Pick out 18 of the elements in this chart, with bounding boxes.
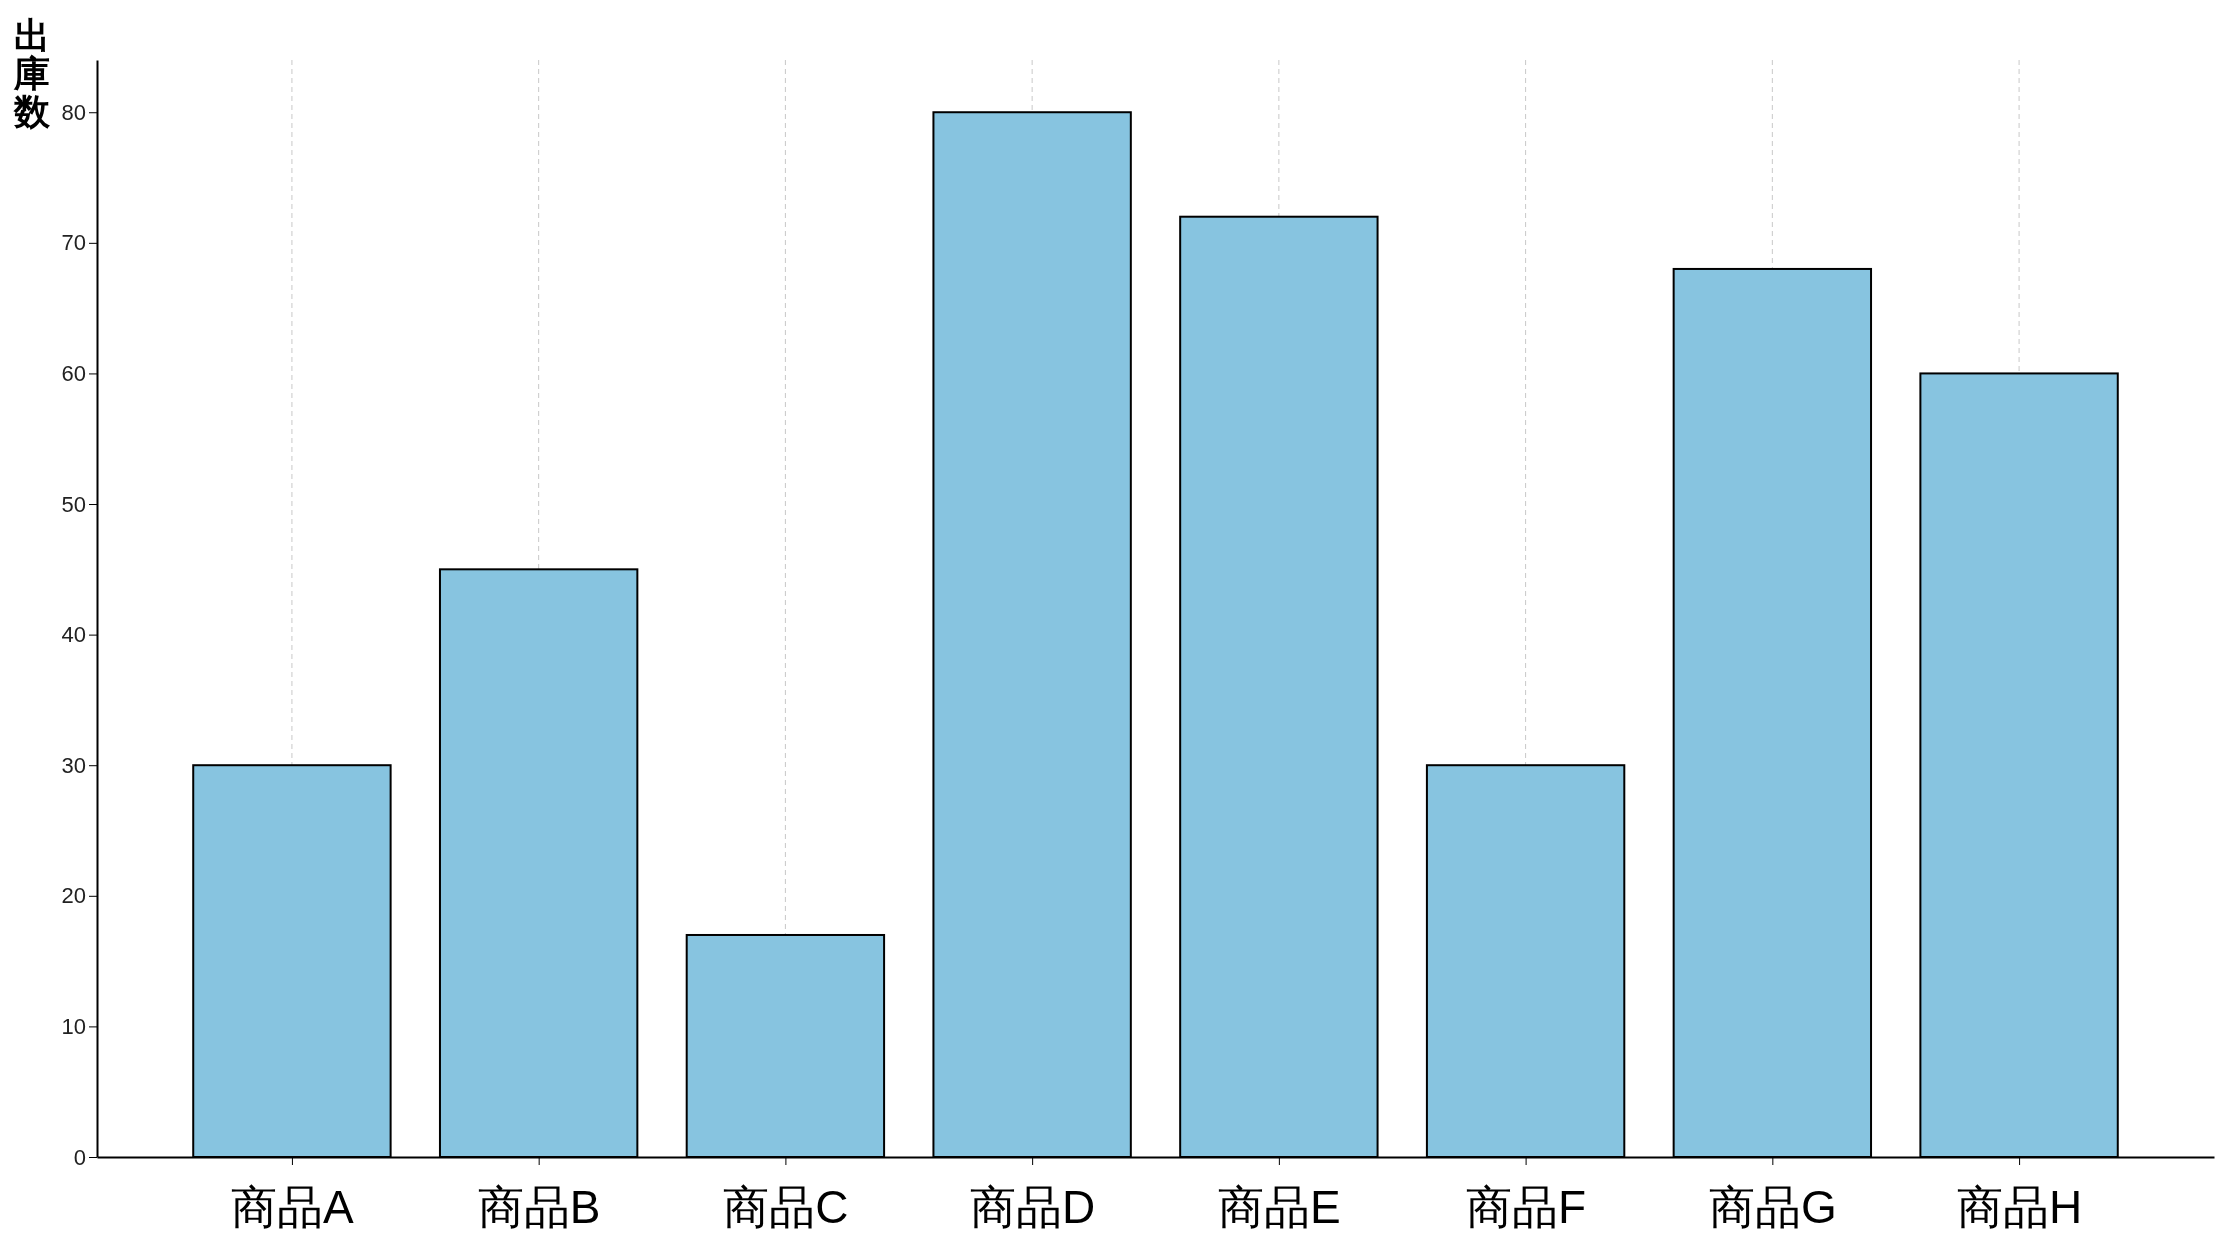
x-tick-label: 商品D	[970, 1181, 1096, 1234]
x-tick-label: 商品E	[1218, 1181, 1341, 1234]
y-tick-label: 50	[61, 491, 86, 517]
x-tick-label: 商品G	[1708, 1181, 1837, 1234]
y-tick-label: 0	[73, 1144, 86, 1170]
y-tick-label: 40	[61, 622, 86, 648]
y-tick-label: 80	[61, 99, 86, 125]
y-tick-label: 30	[61, 752, 86, 778]
x-tick-label: 商品F	[1466, 1181, 1587, 1234]
y-tick-label: 10	[61, 1013, 86, 1039]
y-tick-label: 60	[61, 360, 86, 386]
y-axis-title: 出庫数	[13, 15, 51, 132]
y-tick-label: 70	[61, 230, 86, 256]
x-tick-label: 商品H	[1956, 1181, 2083, 1234]
x-tick-label: 商品B	[477, 1181, 601, 1234]
x-tick-label: 商品C	[723, 1181, 849, 1234]
x-tick-label: 商品A	[231, 1181, 355, 1234]
y-tick-label: 20	[61, 883, 86, 909]
